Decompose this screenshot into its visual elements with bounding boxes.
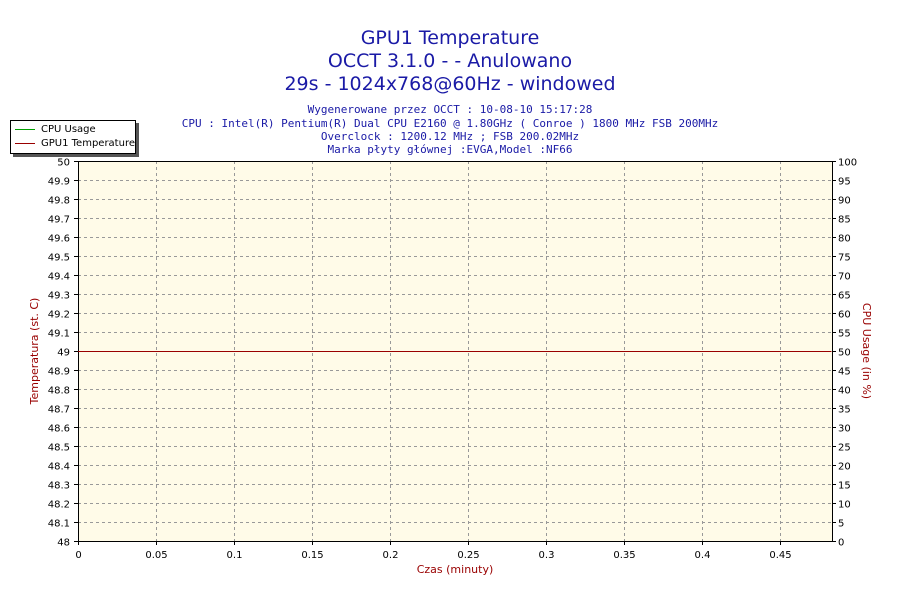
y-left-tick-label: 48.4 bbox=[48, 462, 70, 473]
y-right-tick-label: 30 bbox=[838, 424, 851, 435]
y-right-tick-label: 65 bbox=[838, 291, 851, 302]
y-right-tick-label: 55 bbox=[838, 329, 851, 340]
chart-title: GPU1 Temperature bbox=[360, 27, 540, 49]
chart-subtitle-app: OCCT 3.1.0 - - Anulowano bbox=[327, 50, 573, 72]
x-tick-label: 0 bbox=[75, 550, 81, 561]
x-tick-label: 0.4 bbox=[695, 550, 711, 561]
legend: CPU Usage GPU1 Temperature bbox=[10, 120, 136, 154]
y-left-tick-label: 48 bbox=[57, 538, 70, 549]
y-right-tick-label: 35 bbox=[838, 405, 851, 416]
y-left-tick-label: 48.9 bbox=[48, 367, 70, 378]
x-tick-label: 0.35 bbox=[613, 550, 635, 561]
y-right-tick-label: 5 bbox=[838, 519, 844, 530]
x-tick-label: 0.45 bbox=[769, 550, 791, 561]
legend-item-cpu-usage: CPU Usage bbox=[15, 123, 96, 136]
y-left-tick-label: 48.1 bbox=[48, 519, 70, 530]
y-right-tick-label: 90 bbox=[838, 196, 851, 207]
y-left-tick-label: 48.7 bbox=[48, 405, 70, 416]
x-tick-label: 0.2 bbox=[383, 550, 399, 561]
y-right-tick-label: 80 bbox=[838, 234, 851, 245]
y-right-tick-label: 10 bbox=[838, 500, 851, 511]
chart-subtitle-mode: 29s - 1024x768@60Hz - windowed bbox=[284, 73, 616, 95]
y-left-tick-label: 48.5 bbox=[48, 443, 70, 454]
y-right-tick-label: 75 bbox=[838, 253, 851, 264]
y-left-tick-label: 48.3 bbox=[48, 481, 70, 492]
y-left-tick-label: 49.2 bbox=[48, 310, 70, 321]
y-right-tick-label: 40 bbox=[838, 386, 851, 397]
y-left-tick-label: 49.4 bbox=[48, 272, 70, 283]
y-left-tick-label: 49.7 bbox=[48, 215, 70, 226]
y-right-tick-label: 50 bbox=[838, 348, 851, 359]
legend-swatch-gpu1-temperature bbox=[15, 142, 35, 144]
legend-swatch-cpu-usage bbox=[15, 128, 35, 130]
y-left-tick-label: 49.5 bbox=[48, 253, 70, 264]
x-tick-label: 0.3 bbox=[539, 550, 555, 561]
y-left-tick-label: 49.6 bbox=[48, 234, 70, 245]
y-right-tick-label: 15 bbox=[838, 481, 851, 492]
info-generated: Wygenerowane przez OCCT : 10-08-10 15:17… bbox=[307, 103, 593, 116]
y-right-axis-label: CPU Usage (in %) bbox=[860, 303, 873, 399]
y-right-tick-label: 0 bbox=[838, 538, 844, 549]
x-axis-label: Czas (minuty) bbox=[417, 563, 494, 576]
y-left-tick-label: 48.8 bbox=[48, 386, 70, 397]
x-tick-label: 0.25 bbox=[457, 550, 479, 561]
legend-label-gpu1-temperature: GPU1 Temperature bbox=[41, 138, 135, 149]
info-cpu: CPU : Intel(R) Pentium(R) Dual CPU E2160… bbox=[181, 117, 719, 130]
y-right-tick-label: 20 bbox=[838, 462, 851, 473]
y-right-tick-label: 25 bbox=[838, 443, 851, 454]
y-left-tick-label: 50 bbox=[57, 158, 70, 169]
y-left-tick-label: 49 bbox=[57, 348, 70, 359]
y-left-tick-label: 48.2 bbox=[48, 500, 70, 511]
y-left-tick-label: 49.8 bbox=[48, 196, 70, 207]
y-left-tick-label: 49.3 bbox=[48, 291, 70, 302]
y-right-tick-label: 70 bbox=[838, 272, 851, 283]
x-tick-label: 0.15 bbox=[301, 550, 323, 561]
y-right-tick-label: 85 bbox=[838, 215, 851, 226]
legend-item-gpu1-temperature: GPU1 Temperature bbox=[15, 137, 135, 150]
info-motherboard: Marka płyty głównej :EVGA,Model :NF66 bbox=[327, 143, 573, 156]
y-left-tick-label: 49.9 bbox=[48, 177, 70, 188]
legend-label-cpu-usage: CPU Usage bbox=[41, 124, 96, 135]
y-right-tick-label: 95 bbox=[838, 177, 851, 188]
y-right-tick-label: 45 bbox=[838, 367, 851, 378]
y-left-tick-label: 49.1 bbox=[48, 329, 70, 340]
y-left-axis-label: Temperatura (st. C) bbox=[28, 298, 41, 406]
x-tick-label: 0.1 bbox=[227, 550, 243, 561]
y-left-tick-label: 48.6 bbox=[48, 424, 70, 435]
y-right-tick-label: 100 bbox=[838, 158, 857, 169]
y-right-tick-label: 60 bbox=[838, 310, 851, 321]
x-tick-label: 0.05 bbox=[145, 550, 167, 561]
info-overclock: Overclock : 1200.12 MHz ; FSB 200.02MHz bbox=[320, 130, 580, 143]
